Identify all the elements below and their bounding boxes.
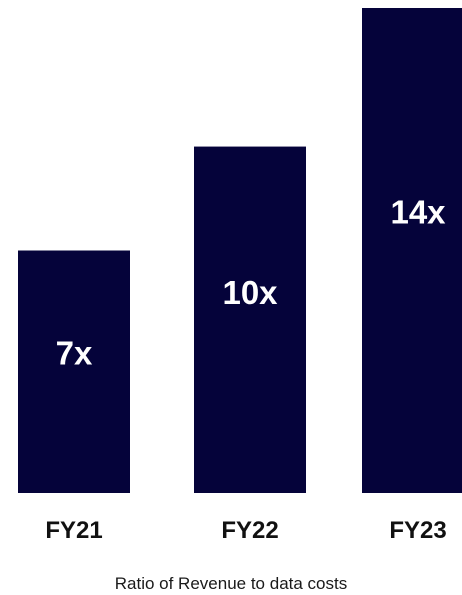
- bar-fy21: [18, 250, 130, 493]
- x-axis-label: Ratio of Revenue to data costs: [114, 574, 348, 593]
- bar-fy23: [362, 8, 462, 493]
- data-label-fy23: 14x: [390, 194, 446, 231]
- data-label-fy22: 10x: [222, 274, 278, 311]
- data-label-fy21: 7x: [56, 334, 93, 371]
- bar-fy22: [194, 146, 306, 494]
- category-label-fy22: FY22: [221, 517, 278, 544]
- category-label-fy23: FY23: [389, 517, 446, 544]
- category-label-fy21: FY21: [45, 517, 102, 544]
